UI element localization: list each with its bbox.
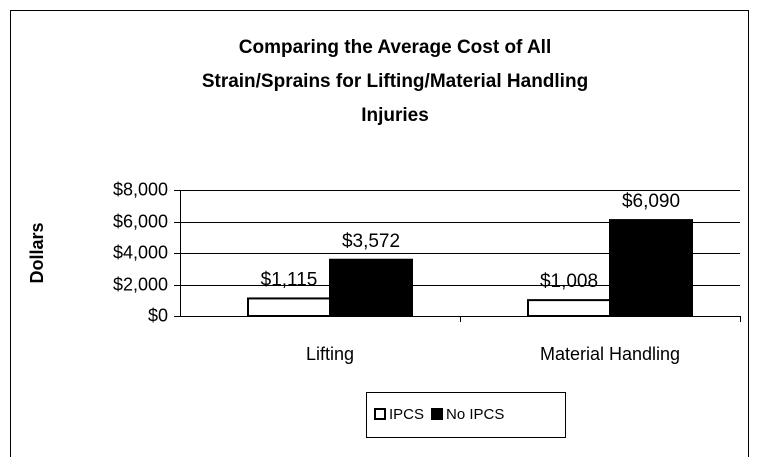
value-label: $1,115 (261, 269, 318, 290)
legend-label: No IPCS (446, 406, 504, 423)
y-tick-label: $4,000 (113, 242, 168, 262)
y-tick-label: $2,000 (113, 274, 168, 294)
legend-marker (374, 408, 386, 420)
value-label: $3,572 (342, 231, 400, 252)
bar (329, 258, 413, 317)
legend-marker (431, 408, 444, 420)
chart-title: Injuries (361, 105, 429, 126)
y-axis-label: Dollars (27, 222, 47, 283)
value-label: $1,008 (540, 271, 598, 292)
legend (366, 392, 566, 438)
bar (247, 297, 331, 318)
value-label: $6,090 (622, 191, 680, 212)
x-tick-label: Material Handling (540, 344, 680, 364)
chart-title: Comparing the Average Cost of All (239, 37, 551, 58)
bar (527, 299, 611, 317)
bar (609, 219, 693, 318)
legend-label: IPCS (389, 406, 424, 423)
x-tick-label: Lifting (306, 344, 354, 364)
y-tick-label: $8,000 (113, 179, 168, 199)
chart-title: Strain/Sprains for Lifting/Material Hand… (202, 71, 588, 92)
y-tick-label: $6,000 (113, 211, 168, 231)
y-tick-label: $0 (148, 305, 168, 325)
